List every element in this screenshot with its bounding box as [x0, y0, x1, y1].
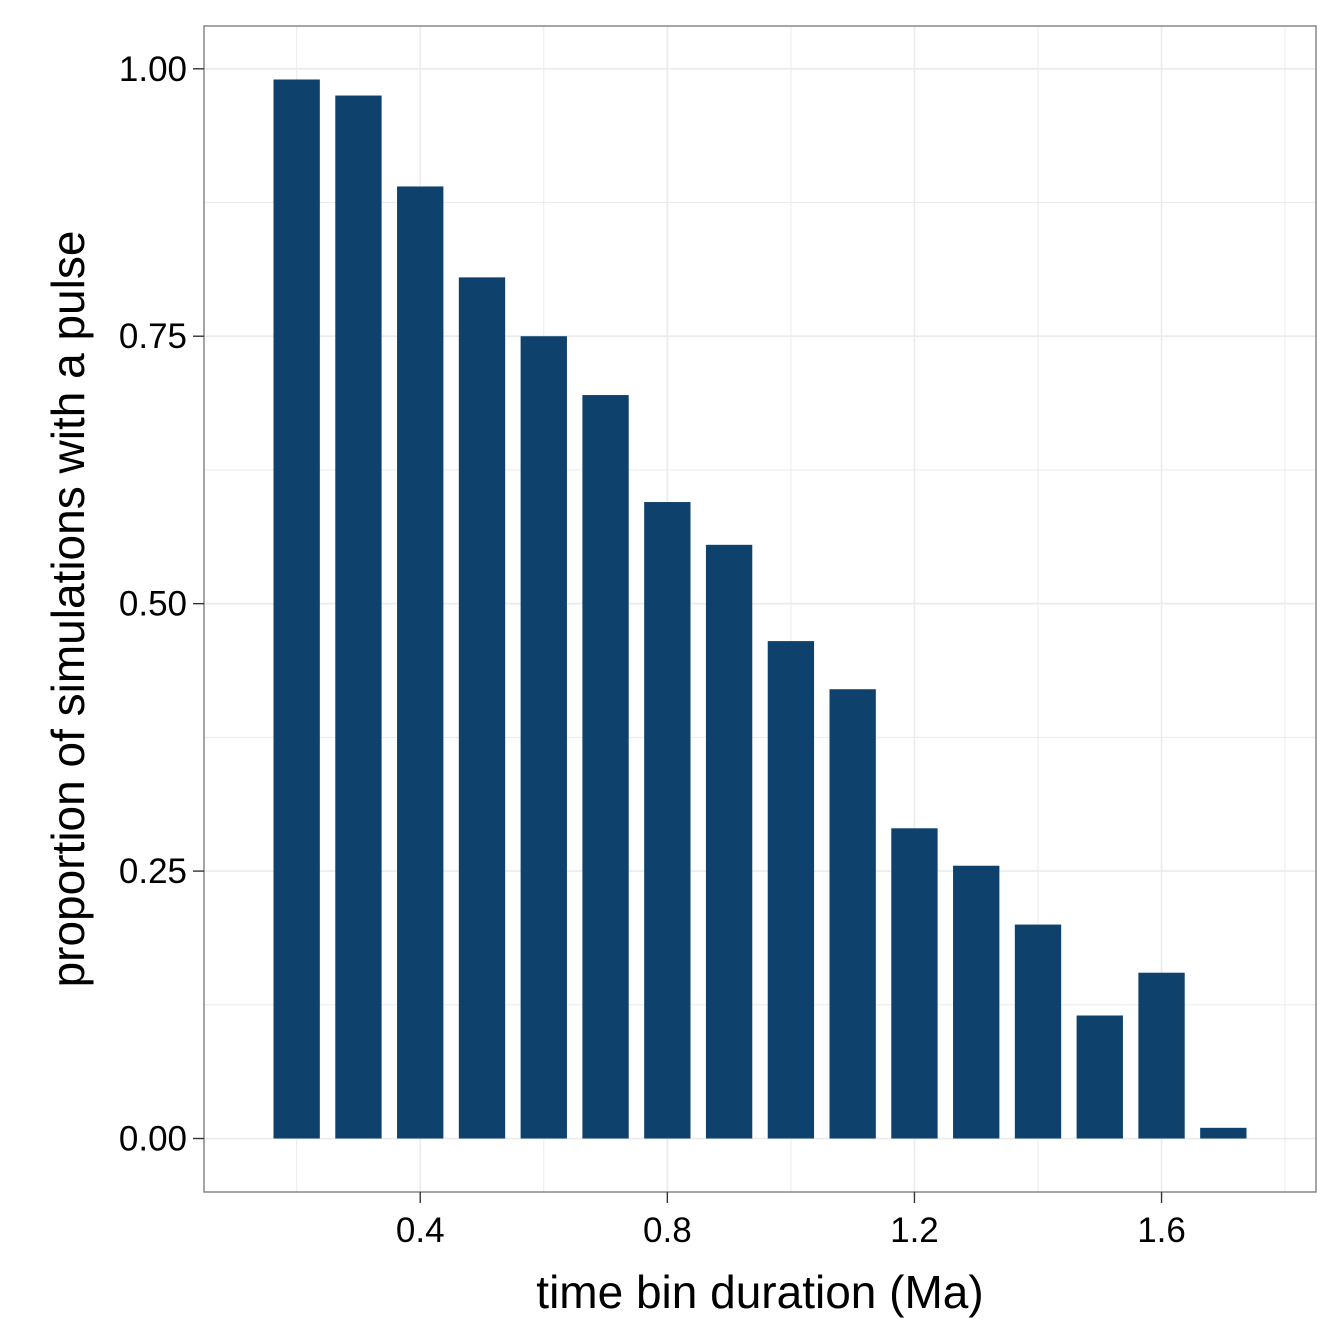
y-axis-title: proportion of simulations with a pulse	[42, 231, 94, 988]
bar	[767, 641, 815, 1139]
y-tick-label: 0.75	[119, 317, 187, 356]
bar	[397, 186, 444, 1139]
bar	[644, 502, 691, 1139]
y-tick-label: 0.00	[119, 1120, 187, 1159]
bar	[273, 79, 320, 1139]
bars	[273, 79, 1247, 1139]
plot-panel-background	[204, 26, 1316, 1192]
bar	[1200, 1127, 1247, 1139]
bar	[1138, 972, 1185, 1139]
x-axis-title: time bin duration (Ma)	[536, 1266, 983, 1318]
bar	[705, 544, 753, 1139]
y-tick-label: 0.50	[119, 585, 187, 624]
x-tick-label: 1.6	[1137, 1211, 1186, 1250]
bar	[891, 828, 938, 1139]
bar	[582, 395, 629, 1139]
x-tick-label: 0.8	[643, 1211, 692, 1250]
bar	[335, 95, 382, 1139]
y-tick-label: 1.00	[119, 50, 187, 89]
bar	[829, 689, 876, 1139]
bar	[1014, 924, 1062, 1139]
y-tick-label: 0.25	[119, 852, 187, 891]
bar	[953, 865, 1000, 1139]
x-tick-label: 1.2	[890, 1211, 939, 1250]
x-tick-label: 0.4	[396, 1211, 445, 1250]
plot-panel-border	[203, 25, 1317, 1193]
bar	[458, 277, 506, 1139]
y-axis: 0.00 0.25 0.50 0.75 1.00	[119, 50, 204, 1159]
bar	[1076, 1015, 1123, 1139]
x-axis: 0.4 0.8 1.2 1.6	[396, 1192, 1186, 1250]
bar	[520, 336, 567, 1139]
